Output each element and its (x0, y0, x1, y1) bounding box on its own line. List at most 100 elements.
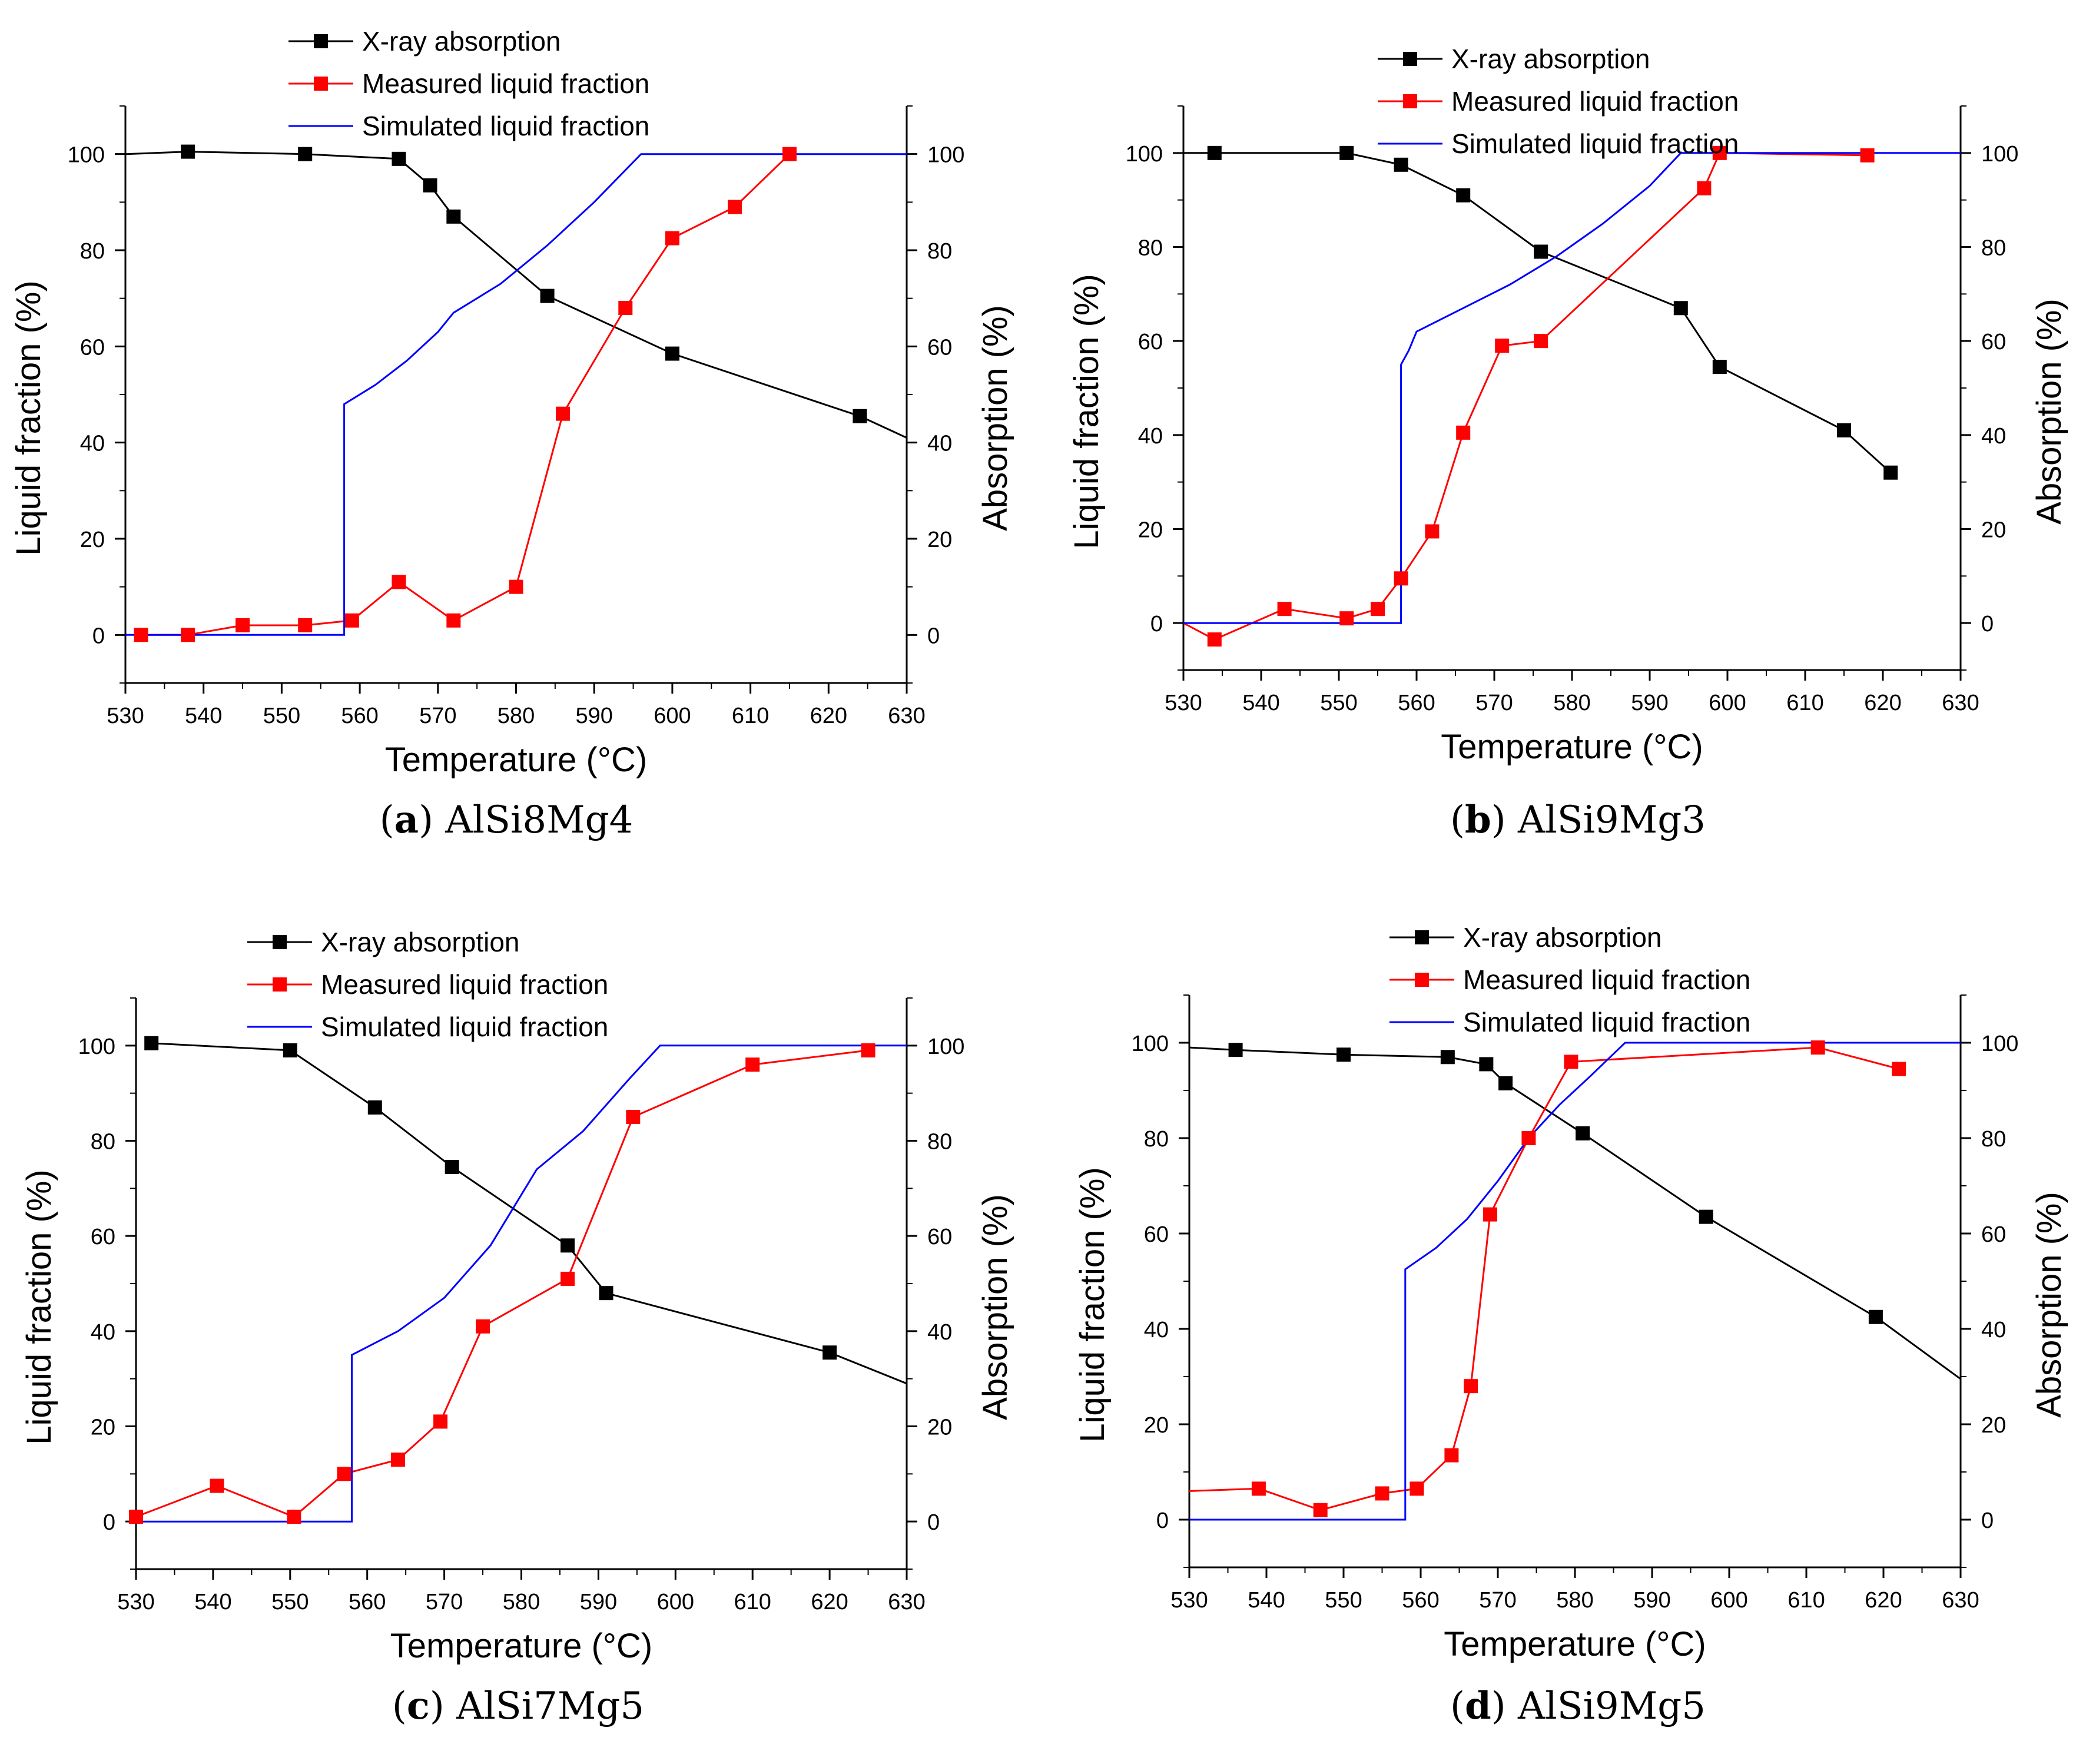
chart-panel-4: 530 540 550 560 570 580 590 600 610 620 630 0 0 20 20 4… (1073, 922, 2068, 1663)
data-point-xray (445, 1159, 459, 1174)
y-tick-label-left: 60 (80, 335, 105, 360)
y-axis-title-right: Absorption (%) (2030, 299, 2068, 525)
y-tick-label-left: 100 (78, 1034, 115, 1059)
caption-b: (b) AlSi9Mg3 (1450, 798, 1706, 842)
series-group (125, 151, 907, 636)
data-point-measured (556, 406, 571, 421)
data-point-xray (446, 209, 461, 224)
y-tick-label-right: 0 (1981, 612, 1994, 636)
data-point-xray (423, 178, 437, 193)
y-tick-label-left: 0 (1150, 612, 1163, 636)
caption-letter: c (406, 1684, 430, 1728)
x-tick-label: 630 (1942, 691, 1979, 715)
x-tick-label: 600 (1709, 691, 1746, 715)
y-tick-label-left: 40 (1144, 1318, 1169, 1342)
legend-label-xray: X-ray absorption (1463, 922, 1662, 953)
x-tick-label: 630 (888, 704, 925, 728)
caption-alloy: AlSi9Mg3 (1518, 798, 1706, 842)
data-point-measured (618, 301, 633, 315)
x-tick-label: 610 (732, 704, 769, 728)
x-tick-label: 620 (1864, 691, 1901, 715)
x-axis-title: Temperature (°C) (1444, 1625, 1706, 1663)
data-point-measured (446, 613, 461, 628)
x-tick-label: 570 (1479, 1588, 1516, 1613)
legend-label-measured: Measured liquid fraction (1463, 964, 1750, 995)
data-point-measured (1425, 524, 1440, 539)
y-tick-label-right: 40 (1981, 1318, 2006, 1342)
data-point-measured (782, 147, 797, 161)
x-tick-label: 580 (498, 704, 535, 728)
data-point-xray (1339, 145, 1354, 160)
data-point-xray (1883, 465, 1898, 480)
data-point-xray (1440, 1050, 1455, 1065)
x-tick-label: 540 (1242, 691, 1279, 715)
y-tick-label-left: 80 (80, 239, 105, 264)
y-tick-label-right: 60 (927, 1225, 952, 1249)
y-axis-title-left: Liquid fraction (%) (20, 1169, 58, 1444)
x-tick-label: 600 (1710, 1588, 1747, 1613)
x-tick-label: 580 (1553, 691, 1590, 715)
data-point-measured (1521, 1131, 1536, 1145)
x-tick-label: 610 (734, 1590, 771, 1614)
data-point-xray (1207, 145, 1222, 160)
legend-label-simulated: Simulated liquid fraction (1463, 1007, 1750, 1037)
y-tick-label-right: 60 (1981, 1222, 2006, 1247)
data-point-xray (1837, 423, 1851, 437)
data-point-xray (298, 147, 313, 161)
data-point-measured (1483, 1207, 1497, 1222)
y-tick-label-right: 20 (927, 1415, 952, 1440)
y-tick-label-left: 40 (80, 432, 105, 456)
caption-letter: a (394, 798, 419, 842)
x-tick-label: 620 (811, 1590, 848, 1614)
series-line-simulated (136, 1045, 907, 1523)
y-tick-label-left: 20 (80, 528, 105, 552)
legend-label-measured: Measured liquid fraction (362, 68, 649, 99)
y-tick-label-left: 20 (1144, 1413, 1169, 1438)
x-tick-label: 530 (117, 1590, 154, 1614)
data-point-measured (476, 1319, 490, 1334)
legend-label-measured: Measured liquid fraction (1451, 86, 1739, 117)
data-point-measured (1207, 632, 1222, 647)
data-point-measured (1375, 1486, 1389, 1501)
data-point-xray (665, 346, 679, 361)
x-tick-label: 540 (185, 704, 222, 728)
legend-label-xray: X-ray absorption (321, 927, 520, 957)
x-tick-label: 540 (194, 1590, 231, 1614)
y-axis-title-right: Absorption (%) (976, 305, 1014, 531)
y-tick-label-left: 0 (1156, 1508, 1169, 1533)
x-axis-title: Temperature (°C) (390, 1627, 652, 1665)
caption-letter: d (1464, 1684, 1491, 1728)
x-tick-label: 550 (263, 704, 300, 728)
legend-label-xray: X-ray absorption (1451, 44, 1650, 74)
x-tick-label: 560 (1398, 691, 1435, 715)
x-tick-label: 580 (1556, 1588, 1593, 1613)
data-point-measured (509, 579, 523, 594)
x-tick-label: 620 (810, 704, 847, 728)
x-tick-label: 550 (1325, 1588, 1362, 1613)
data-point-measured (1860, 148, 1875, 163)
x-tick-label: 600 (654, 704, 691, 728)
y-tick-label-right: 80 (1981, 236, 2006, 261)
caption-c: (c) AlSi7Mg5 (392, 1684, 645, 1728)
caption-alloy: AlSi8Mg4 (445, 798, 634, 842)
legend-marker-measured (1403, 94, 1417, 108)
series-line-simulated (1189, 1042, 1961, 1521)
y-axis-title-right: Absorption (%) (2030, 1192, 2068, 1418)
x-tick-label: 540 (1248, 1588, 1285, 1613)
x-axis-title: Temperature (°C) (385, 741, 647, 779)
data-point-measured (287, 1510, 301, 1524)
caption-d: (d) AlSi9Mg5 (1450, 1684, 1706, 1728)
x-tick-label: 560 (349, 1590, 386, 1614)
legend-label-measured: Measured liquid fraction (321, 969, 608, 1000)
data-point-measured (1394, 571, 1408, 586)
data-point-xray (1699, 1209, 1713, 1224)
data-point-measured (129, 1510, 143, 1524)
x-tick-label: 570 (426, 1590, 463, 1614)
data-point-measured (1697, 181, 1712, 195)
x-tick-label: 610 (1786, 691, 1823, 715)
data-point-xray (1498, 1076, 1513, 1090)
series-line-simulated (1183, 152, 1961, 624)
data-point-measured (433, 1414, 448, 1429)
